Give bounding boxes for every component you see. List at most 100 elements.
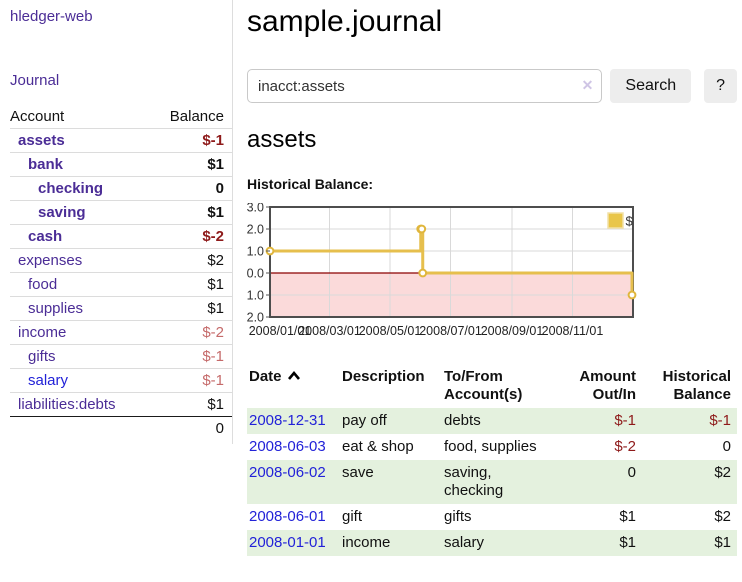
transaction-balance: 0 (722, 438, 731, 455)
sidebar-account-link[interactable]: salary (28, 372, 69, 389)
sidebar: hledger-web Journal Account Balance asse… (0, 0, 233, 444)
sidebar-account-link[interactable]: liabilities:debts (18, 396, 116, 413)
svg-text:3.0: 3.0 (247, 203, 264, 215)
svg-text:1.0: 1.0 (247, 245, 264, 259)
svg-text:2008/01/01: 2008/01/01 (249, 324, 312, 338)
transaction-accounts: salary (444, 534, 485, 551)
balance-chart: $3.0 2.0 1.0 0.0 -1.0 -2.02008/01/012008/03/0… (247, 203, 637, 338)
main-content: sample.journal ✕ Search ? assets Histori… (247, 0, 737, 556)
svg-text:-1.0: -1.0 (247, 289, 264, 303)
accounts-header-balance: Balance (169, 108, 224, 125)
transaction-amount: $-2 (614, 438, 636, 455)
sidebar-account-link[interactable]: gifts (28, 348, 56, 365)
transaction-accounts: food, supplies (444, 438, 537, 455)
transaction-balance: $1 (714, 534, 731, 551)
account-balance: $1 (149, 152, 232, 177)
account-balance: 0 (149, 176, 232, 201)
account-balance: $1 (149, 272, 232, 297)
transaction-date-link[interactable]: 2008-06-02 (249, 464, 326, 481)
search-input[interactable] (247, 69, 603, 103)
sidebar-account-link[interactable]: bank (28, 156, 64, 173)
transaction-row: 2008-01-01 income salary $1 $1 (247, 530, 737, 556)
sidebar-account-link[interactable]: cash (28, 228, 63, 245)
svg-text:$: $ (626, 214, 634, 229)
account-balance: $-1 (149, 368, 232, 393)
transaction-accounts: saving, checking (444, 464, 504, 499)
account-heading: assets (247, 126, 317, 153)
svg-text:2008/11/01: 2008/11/01 (542, 324, 604, 338)
sidebar-account-link[interactable]: supplies (28, 300, 84, 317)
chart-title: Historical Balance: (247, 176, 374, 192)
transaction-description: eat & shop (342, 438, 414, 455)
search-button[interactable]: Search (610, 69, 692, 103)
account-balance: $-1 (149, 344, 232, 369)
account-row: cash $-2 (10, 224, 232, 249)
sidebar-account-link[interactable]: assets (18, 132, 65, 149)
txn-header-description: Description (342, 368, 425, 385)
sidebar-account-link[interactable]: saving (38, 204, 86, 221)
txn-header-tofrom: To/From Account(s) (444, 368, 523, 403)
accounts-header-account: Account (10, 108, 65, 125)
account-balance: $2 (149, 248, 232, 273)
account-row: income $-2 (10, 320, 232, 345)
sidebar-item-journal[interactable]: Journal (10, 72, 60, 89)
txn-header-amount: Amount Out/In (579, 368, 636, 403)
sort-ascending-icon (287, 368, 301, 386)
transaction-date-link[interactable]: 2008-06-01 (249, 508, 326, 525)
svg-text:2008/05/01: 2008/05/01 (359, 324, 422, 338)
transaction-row: 2008-06-01 gift gifts $1 $2 (247, 504, 737, 530)
account-row: assets $-1 (10, 128, 232, 153)
clear-search-icon[interactable]: ✕ (581, 77, 594, 93)
search-form: ✕ Search ? (247, 69, 737, 103)
account-balance: $1 (149, 296, 232, 321)
txn-header-balance: Historical Balance (662, 368, 731, 403)
transaction-accounts: gifts (444, 508, 472, 525)
transaction-accounts: debts (444, 412, 481, 429)
account-row: expenses $2 (10, 248, 232, 273)
transaction-date-link[interactable]: 2008-01-01 (249, 534, 326, 551)
page-title: sample.journal (247, 5, 443, 38)
transaction-description: pay off (342, 412, 387, 429)
transaction-balance: $2 (714, 508, 731, 525)
svg-text:2008/03/01: 2008/03/01 (298, 324, 361, 338)
help-button[interactable]: ? (704, 69, 737, 103)
transaction-date-link[interactable]: 2008-06-03 (249, 438, 326, 455)
transaction-row: 2008-12-31 pay off debts $-1 $-1 (247, 408, 737, 434)
svg-text:2008/09/01: 2008/09/01 (481, 324, 544, 338)
svg-text:0.0: 0.0 (247, 267, 264, 281)
app-brand-link[interactable]: hledger-web (10, 8, 93, 25)
transaction-date-link[interactable]: 2008-12-31 (249, 412, 326, 429)
sidebar-account-link[interactable]: checking (38, 180, 104, 197)
svg-text:2008/07/01: 2008/07/01 (419, 324, 482, 338)
transaction-amount: 0 (627, 464, 636, 481)
transaction-description: gift (342, 508, 363, 525)
transaction-amount: $-1 (614, 412, 636, 429)
transaction-description: save (342, 464, 374, 481)
account-row: food $1 (10, 272, 232, 297)
transaction-row: 2008-06-02 save saving, checking 0 $2 (247, 460, 737, 504)
svg-text:-2.0: -2.0 (247, 311, 264, 325)
svg-text:2.0: 2.0 (247, 223, 264, 237)
account-balance: $-1 (149, 128, 232, 153)
account-balance: $-2 (149, 320, 232, 345)
account-row: liabilities:debts $1 (10, 392, 232, 417)
account-row: supplies $1 (10, 296, 232, 321)
txn-header-date[interactable]: Date (247, 366, 342, 408)
sidebar-account-link[interactable]: income (18, 324, 67, 341)
transaction-balance: $-1 (709, 412, 731, 429)
sidebar-account-link[interactable]: expenses (18, 252, 83, 269)
account-row: saving $1 (10, 200, 232, 225)
account-balance: $-2 (149, 224, 232, 249)
transaction-balance: $2 (714, 464, 731, 481)
account-row: checking 0 (10, 176, 232, 201)
transactions-table: Date Description To/From Account(s) Amou… (247, 366, 737, 556)
account-balance: $1 (149, 200, 232, 225)
account-row: gifts $-1 (10, 344, 232, 369)
transaction-description: income (342, 534, 391, 551)
account-row: bank $1 (10, 152, 232, 177)
sidebar-account-link[interactable]: food (28, 276, 58, 293)
account-row: salary $-1 (10, 368, 232, 393)
accounts-table: Account Balance assets $-1 bank $1 checking 0… (10, 105, 232, 440)
transaction-amount: $1 (619, 508, 636, 525)
transaction-amount: $1 (619, 534, 636, 551)
